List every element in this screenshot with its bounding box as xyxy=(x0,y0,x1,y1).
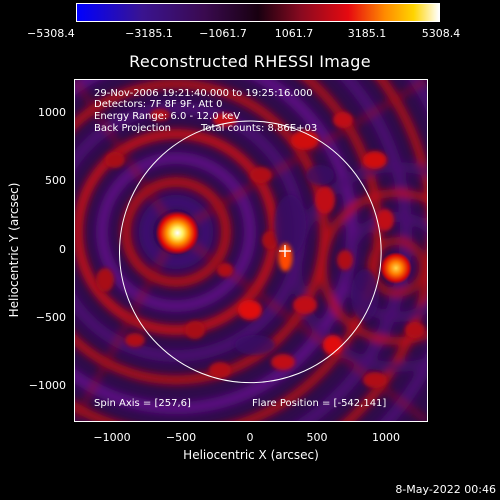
weak-source xyxy=(278,243,293,272)
rhessi-image xyxy=(75,80,427,421)
y-tick-label: −500 xyxy=(35,311,66,324)
rhessi-image-plot xyxy=(74,79,428,422)
colorbar-tick-label: −1061.7 xyxy=(199,27,247,40)
info-energy-range: Energy Range: 6.0 - 12.0 keV xyxy=(94,111,241,122)
colorbar-tick-label: 5308.4 xyxy=(421,27,461,40)
colorbar-tick-label: 3185.1 xyxy=(347,27,387,40)
x-axis-label: Heliocentric X (arcsec) xyxy=(183,448,319,462)
colorbar-gradient xyxy=(77,4,439,21)
colorbar-tick-label: 1061.7 xyxy=(274,27,314,40)
x-tick-label: 0 xyxy=(246,431,254,444)
info-detectors: Detectors: 7F 8F 9F, Att 0 xyxy=(94,99,223,110)
info-time-range: 29-Nov-2006 19:21:40.000 to 19:25:16.000 xyxy=(94,88,313,99)
bright-source xyxy=(155,210,200,255)
dark-lanes xyxy=(235,165,379,355)
y-axis-label: Heliocentric Y (arcsec) xyxy=(7,182,21,318)
y-tick-label: 1000 xyxy=(38,106,66,119)
spin-axis-marker xyxy=(278,245,291,258)
plot-title: Reconstructed RHESSI Image xyxy=(129,52,371,71)
y-tick-label: −1000 xyxy=(28,379,66,392)
info-method: Back Projection xyxy=(94,123,171,134)
y-tick-label: 500 xyxy=(45,174,66,187)
y-tick-label: 0 xyxy=(59,243,66,256)
noise-blobs xyxy=(96,109,425,388)
info-total-counts: Total counts: 8.86E+03 xyxy=(201,123,318,134)
colorbar-tick-label: −3185.1 xyxy=(125,27,173,40)
solar-limb xyxy=(119,120,382,384)
x-tick-label: 1000 xyxy=(372,431,400,444)
x-tick-label: 500 xyxy=(306,431,328,444)
secondary-source xyxy=(379,252,412,285)
info-flare-position: Flare Position = [-542,141] xyxy=(252,398,387,409)
colorbar xyxy=(76,3,440,22)
colorbar-tick-label: −5308.4 xyxy=(27,27,75,40)
x-tick-label: −1000 xyxy=(93,431,131,444)
info-spin-axis: Spin Axis = [257,6] xyxy=(94,398,191,409)
footer-date: 8-May-2022 00:46 xyxy=(395,483,496,496)
x-tick-label: −500 xyxy=(165,431,197,444)
